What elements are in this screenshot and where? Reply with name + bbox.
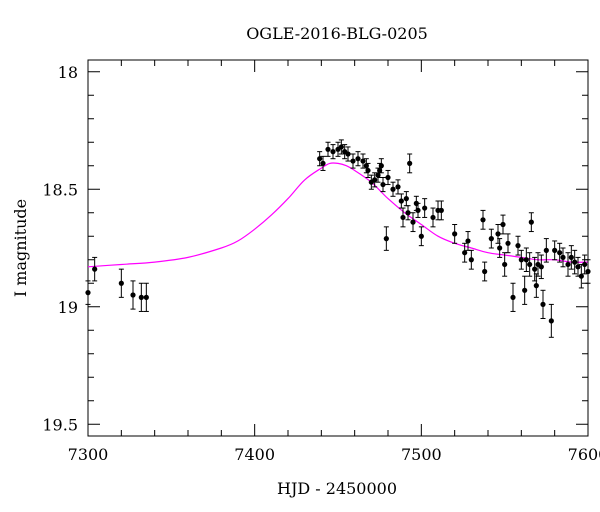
x-tick-label: 7500 bbox=[401, 445, 442, 464]
data-point bbox=[85, 290, 91, 296]
chart-title: OGLE-2016-BLG-0205 bbox=[246, 24, 428, 43]
data-point bbox=[532, 266, 538, 272]
data-point bbox=[518, 257, 524, 263]
data-point bbox=[138, 294, 144, 300]
data-point bbox=[565, 261, 571, 268]
data-point bbox=[528, 219, 534, 225]
data-point bbox=[468, 257, 474, 263]
model-curve-layer bbox=[87, 162, 589, 268]
data-point bbox=[410, 219, 416, 225]
data-point bbox=[350, 158, 356, 164]
data-point bbox=[407, 160, 413, 166]
data-point bbox=[497, 245, 503, 251]
data-point bbox=[585, 268, 591, 275]
data-point bbox=[582, 261, 588, 268]
y-tick-label: 18 bbox=[58, 63, 78, 82]
data-point bbox=[552, 247, 558, 253]
data-point bbox=[543, 247, 549, 253]
x-axis-title: HJD - 2450000 bbox=[277, 479, 397, 498]
data-point bbox=[385, 174, 391, 181]
data-point bbox=[130, 292, 136, 298]
data-point bbox=[395, 184, 401, 190]
data-point bbox=[317, 156, 323, 162]
data-point bbox=[118, 280, 124, 286]
data-point bbox=[403, 196, 409, 202]
data-point bbox=[500, 221, 506, 228]
data-point bbox=[523, 257, 529, 263]
data-point bbox=[383, 236, 389, 242]
data-point bbox=[557, 250, 563, 256]
model-curve bbox=[87, 162, 589, 268]
data-point bbox=[418, 233, 424, 239]
data-point bbox=[505, 240, 511, 246]
y-axis-title: I magnitude bbox=[11, 199, 30, 297]
data-point bbox=[560, 254, 566, 260]
data-point bbox=[390, 186, 396, 192]
data-point bbox=[540, 301, 546, 307]
data-point bbox=[400, 214, 406, 221]
data-point bbox=[338, 144, 344, 150]
tick-labels: 7300 7400 7500 7600 18 18.5 19 19.5 bbox=[42, 63, 600, 464]
data-point bbox=[578, 273, 584, 279]
y-tick-label: 19.5 bbox=[42, 415, 78, 434]
data-point bbox=[430, 214, 436, 221]
data-point bbox=[465, 238, 471, 244]
x-tick-label: 7300 bbox=[68, 445, 109, 464]
data-point bbox=[522, 287, 528, 293]
data-point bbox=[527, 261, 533, 268]
data-point bbox=[495, 231, 501, 237]
data-point bbox=[330, 149, 336, 155]
data-point bbox=[320, 160, 326, 166]
data-point bbox=[380, 181, 386, 188]
data-point bbox=[482, 268, 488, 275]
data-point bbox=[345, 151, 351, 157]
data-point bbox=[415, 207, 421, 213]
data-point bbox=[462, 250, 468, 256]
data-point bbox=[510, 294, 516, 300]
plot-frame bbox=[87, 59, 589, 437]
y-tick-label: 19 bbox=[58, 298, 78, 317]
data-point bbox=[143, 294, 149, 300]
data-point bbox=[548, 318, 554, 324]
data-point bbox=[365, 167, 371, 174]
data-point bbox=[422, 205, 428, 211]
data-point bbox=[533, 283, 539, 289]
data-point bbox=[575, 264, 581, 270]
data-point bbox=[355, 156, 361, 162]
data-point bbox=[572, 259, 578, 265]
data-point bbox=[452, 231, 458, 237]
y-tick-label: 18.5 bbox=[42, 180, 78, 199]
x-tick-label: 7600 bbox=[568, 445, 600, 464]
data-point bbox=[538, 264, 544, 270]
data-point bbox=[325, 146, 331, 152]
x-tick-label: 7400 bbox=[234, 445, 275, 464]
data-points-layer bbox=[85, 139, 591, 338]
axis-ticks bbox=[87, 60, 589, 436]
data-point bbox=[92, 266, 98, 272]
data-point bbox=[515, 243, 521, 249]
data-point bbox=[438, 207, 444, 213]
data-point bbox=[488, 236, 494, 242]
data-point bbox=[568, 254, 574, 260]
data-point bbox=[372, 177, 378, 183]
data-point bbox=[398, 198, 404, 204]
data-point bbox=[378, 163, 384, 169]
data-point bbox=[502, 261, 508, 268]
data-point bbox=[480, 217, 486, 223]
data-point bbox=[405, 210, 411, 216]
data-point bbox=[360, 158, 366, 164]
